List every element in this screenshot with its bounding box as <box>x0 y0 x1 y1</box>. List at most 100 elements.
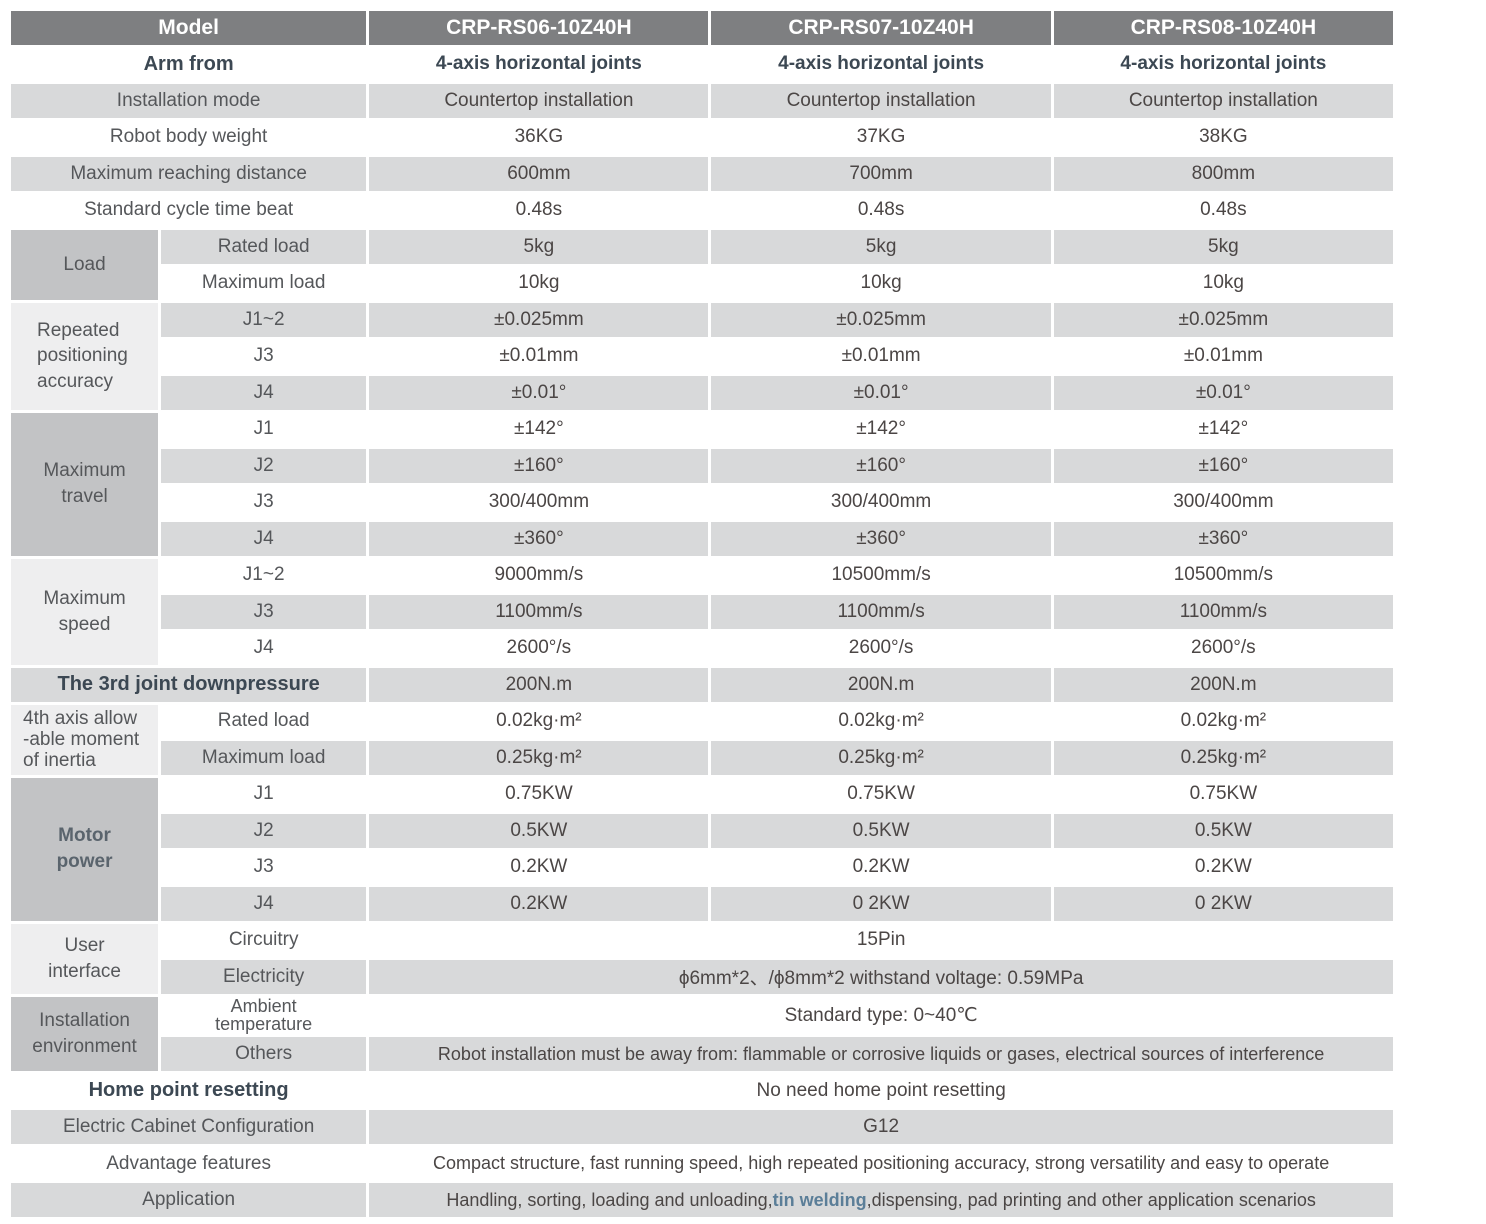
model-header-cell: Model <box>11 11 367 45</box>
travel-j4-value: ±360° <box>369 522 709 556</box>
row-ambient-temperature: Installation environment Ambient tempera… <box>11 996 1393 1071</box>
reaching-distance-value: 600mm <box>369 157 709 191</box>
motor-j2-value: 0.5KW <box>1053 814 1393 848</box>
accuracy-j12-value: ±0.025mm <box>711 303 1051 337</box>
inertia-rated-value: 0.02kg·m² <box>711 704 1051 738</box>
model-name-3: CRP-RS08-10Z40H <box>1053 11 1393 45</box>
row-accuracy-j12: Repeated positioning accuracy J1~2 ±0.02… <box>11 303 1393 410</box>
load-maximum-label: Maximum load <box>161 266 367 300</box>
travel-j1-label: J1 <box>161 412 367 446</box>
row-cycle-time: Standard cycle time beat 0.48s 0.48s 0.4… <box>11 193 1393 227</box>
circuitry-label: Circuitry <box>161 923 367 957</box>
application-text-post: ,dispensing, pad printing and other appl… <box>866 1189 1316 1210</box>
accuracy-j3-value: ±0.01mm <box>711 339 1051 373</box>
travel-j2-label: J2 <box>161 449 367 483</box>
model-name-2: CRP-RS07-10Z40H <box>711 11 1051 45</box>
advantage-value: Compact structure, fast running speed, h… <box>369 1146 1393 1181</box>
travel-j3-label: J3 <box>161 485 367 519</box>
application-label: Application <box>11 1183 367 1217</box>
row-motor-j1: Motor power J1 0.75KW 0.75KW 0.75KW <box>11 777 1393 921</box>
home-point-label: Home point resetting <box>11 1073 367 1108</box>
accuracy-j3-value: ±0.01mm <box>1053 339 1393 373</box>
installation-mode-label: Installation mode <box>11 84 367 118</box>
cabinet-label: Electric Cabinet Configuration <box>11 1110 367 1144</box>
travel-j3-value: 300/400mm <box>1053 485 1393 519</box>
row-others: Others Robot installation must be away f… <box>11 1037 1393 1071</box>
accuracy-j4-value: ±0.01° <box>1053 376 1393 410</box>
body-weight-value: 36KG <box>369 120 709 154</box>
body-weight-label: Robot body weight <box>11 120 367 154</box>
load-maximum-value: 10kg <box>369 266 709 300</box>
arm-from-value: 4-axis horizontal joints <box>711 47 1051 81</box>
travel-j1-value: ±142° <box>711 412 1051 446</box>
cycle-time-value: 0.48s <box>369 193 709 227</box>
row-travel-j1: Maximum travel J1 ±142° ±142° ±142° <box>11 412 1393 556</box>
motor-j3-label: J3 <box>161 850 367 884</box>
row-body-weight: Robot body weight 36KG 37KG 38KG <box>11 120 1393 154</box>
application-text-highlight: tin welding <box>772 1189 867 1210</box>
header-row: Model CRP-RS06-10Z40H CRP-RS07-10Z40H CR… <box>11 11 1393 45</box>
installation-mode-value: Countertop installation <box>369 84 709 118</box>
downpressure-value: 200N.m <box>1053 668 1393 702</box>
row-travel-j4: J4 ±360° ±360° ±360° <box>11 522 1393 556</box>
motor-group-label: Motor power <box>11 777 159 921</box>
motor-j1-value: 0.75KW <box>711 777 1051 811</box>
speed-j4-value: 2600°/s <box>1053 631 1393 665</box>
circuitry-value: 15Pin <box>369 923 1393 957</box>
motor-j2-value: 0.5KW <box>711 814 1051 848</box>
speed-group-label: Maximum speed <box>11 558 159 665</box>
motor-j4-value: 0 2KW <box>711 887 1051 921</box>
installation-mode-value: Countertop installation <box>1053 84 1393 118</box>
speed-j12-value: 9000mm/s <box>369 558 709 592</box>
row-inertia-rated: 4th axis allow -able moment of inertia R… <box>11 704 1393 775</box>
accuracy-j4-label: J4 <box>161 376 367 410</box>
arm-from-label: Arm from <box>11 47 367 81</box>
accuracy-j12-label: J1~2 <box>161 303 367 337</box>
downpressure-value: 200N.m <box>711 668 1051 702</box>
load-maximum-value: 10kg <box>711 266 1051 300</box>
load-rated-value: 5kg <box>1053 230 1393 264</box>
speed-j3-label: J3 <box>161 595 367 629</box>
travel-j3-value: 300/400mm <box>711 485 1051 519</box>
row-motor-j3: J3 0.2KW 0.2KW 0.2KW <box>11 850 1393 884</box>
reaching-distance-label: Maximum reaching distance <box>11 157 367 191</box>
inertia-maximum-label: Maximum load <box>161 741 367 775</box>
travel-j4-value: ±360° <box>1053 522 1393 556</box>
motor-j4-label: J4 <box>161 887 367 921</box>
load-rated-label: Rated load <box>161 230 367 264</box>
speed-j3-value: 1100mm/s <box>1053 595 1393 629</box>
motor-j1-value: 0.75KW <box>1053 777 1393 811</box>
travel-j2-value: ±160° <box>1053 449 1393 483</box>
electricity-value: ϕ6mm*2、/ϕ8mm*2 withstand voltage: 0.59MP… <box>369 960 1393 994</box>
inertia-maximum-value: 0.25kg·m² <box>711 741 1051 775</box>
speed-j4-value: 2600°/s <box>711 631 1051 665</box>
row-motor-j4: J4 0.2KW 0 2KW 0 2KW <box>11 887 1393 921</box>
application-value: Handling, sorting, loading and unloading… <box>369 1183 1393 1217</box>
travel-j4-value: ±360° <box>711 522 1051 556</box>
others-value: Robot installation must be away from: fl… <box>369 1037 1393 1071</box>
travel-j1-value: ±142° <box>369 412 709 446</box>
accuracy-j3-label: J3 <box>161 339 367 373</box>
row-arm-from: Arm from 4-axis horizontal joints 4-axis… <box>11 47 1393 81</box>
row-home-point: Home point resetting No need home point … <box>11 1073 1393 1108</box>
accuracy-j4-value: ±0.01° <box>711 376 1051 410</box>
downpressure-label: The 3rd joint downpressure <box>11 668 367 702</box>
row-motor-j2: J2 0.5KW 0.5KW 0.5KW <box>11 814 1393 848</box>
travel-group-label: Maximum travel <box>11 412 159 556</box>
travel-j2-value: ±160° <box>711 449 1051 483</box>
speed-j3-value: 1100mm/s <box>369 595 709 629</box>
motor-j2-value: 0.5KW <box>369 814 709 848</box>
row-advantage: Advantage features Compact structure, fa… <box>11 1146 1393 1181</box>
accuracy-j12-value: ±0.025mm <box>1053 303 1393 337</box>
row-circuitry: User interface Circuitry 15Pin <box>11 923 1393 994</box>
installation-mode-value: Countertop installation <box>711 84 1051 118</box>
motor-j1-value: 0.75KW <box>369 777 709 811</box>
row-load-rated: Load Rated load 5kg 5kg 5kg <box>11 230 1393 300</box>
body-weight-value: 38KG <box>1053 120 1393 154</box>
reaching-distance-value: 800mm <box>1053 157 1393 191</box>
inertia-rated-value: 0.02kg·m² <box>1053 704 1393 738</box>
cabinet-value: G12 <box>369 1110 1393 1144</box>
inertia-maximum-value: 0.25kg·m² <box>1053 741 1393 775</box>
row-load-maximum: Maximum load 10kg 10kg 10kg <box>11 266 1393 300</box>
